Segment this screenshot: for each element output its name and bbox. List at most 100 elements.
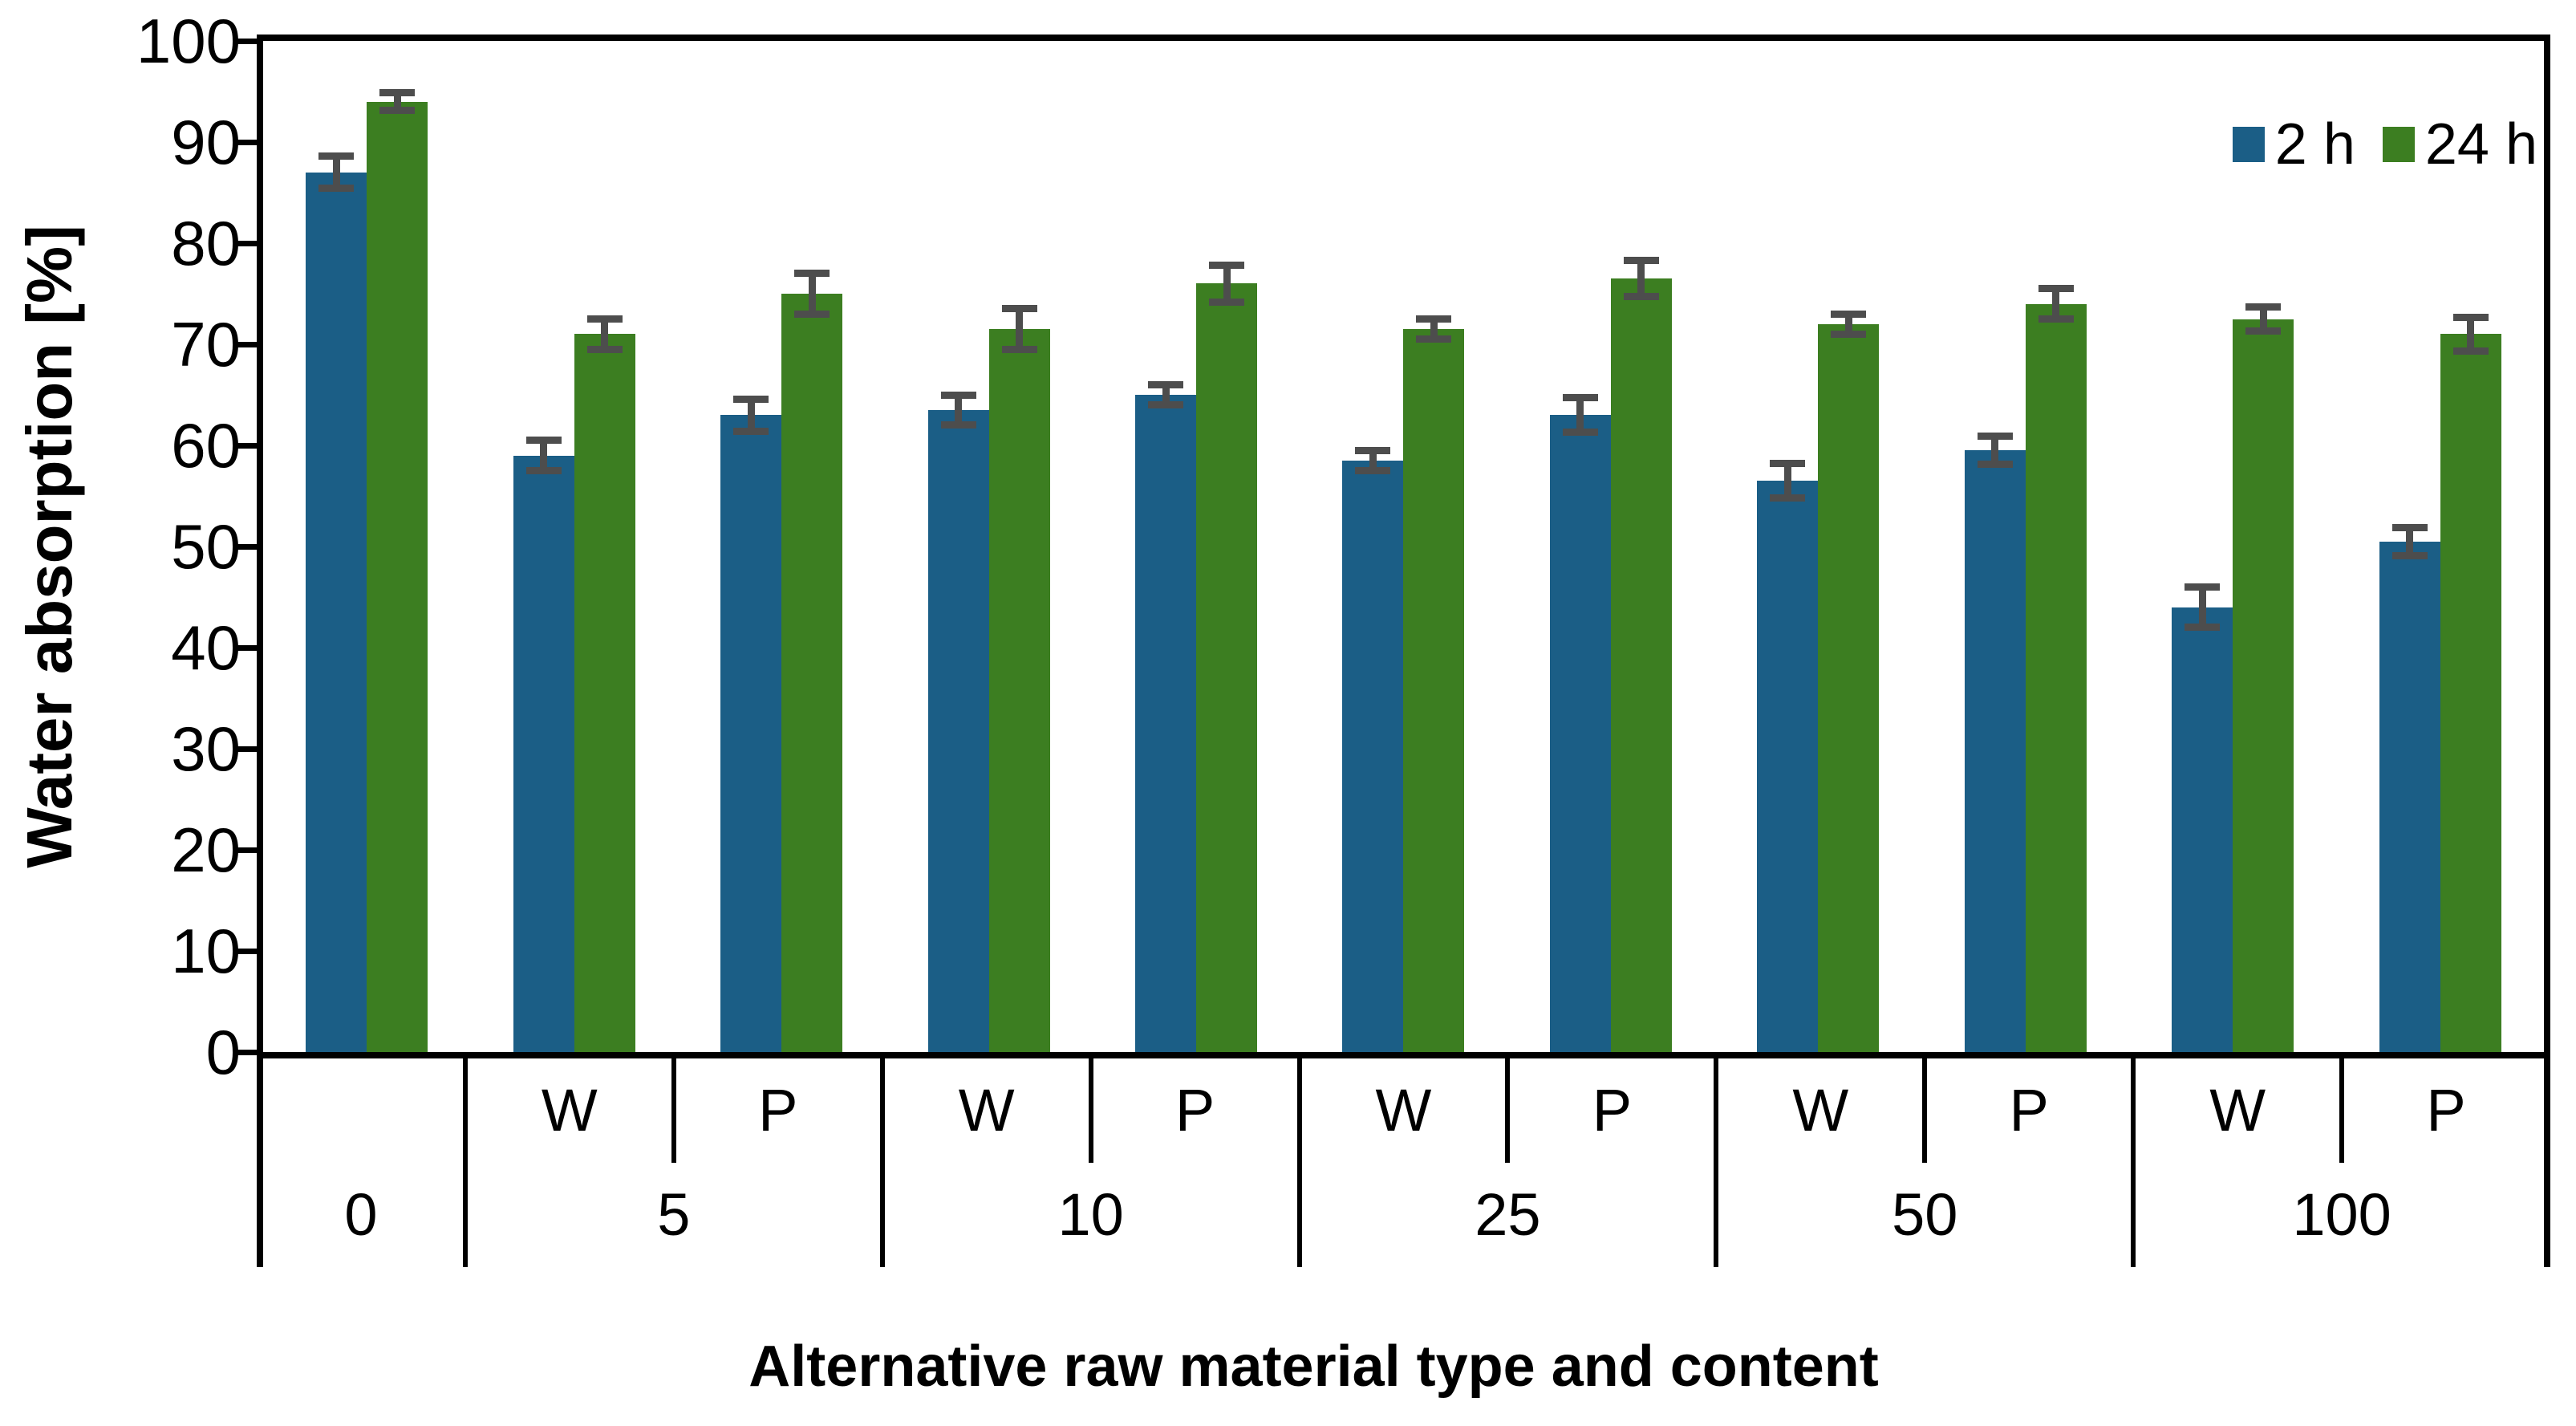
error-bar-cap-top	[379, 88, 416, 96]
error-bar-stem	[2467, 317, 2475, 351]
edge-divider	[2544, 1058, 2550, 1267]
y-tick-mark	[234, 38, 257, 44]
bar-cell	[1714, 41, 1921, 1052]
bar-2h	[1342, 446, 1404, 1052]
y-tick-mark	[234, 442, 257, 449]
bar-cell	[470, 41, 677, 1052]
group-divider	[2131, 1058, 2136, 1267]
error-bar-stem	[332, 156, 340, 189]
error-bar-cap-bottom	[1355, 467, 1391, 474]
sub-label: W	[958, 1077, 1015, 1144]
bar-24h	[781, 270, 843, 1052]
bar-cell	[263, 41, 470, 1052]
error-bar-stem	[1016, 308, 1024, 350]
bar-pair	[306, 41, 428, 1052]
error-bar-cap-bottom	[1831, 330, 1867, 338]
error-bar-stem	[393, 92, 401, 111]
error-bar-cap-bottom	[1148, 401, 1184, 409]
bar-pair	[1549, 41, 1672, 1052]
bar-2h	[2172, 583, 2233, 1052]
legend-2h-label: 2 h	[2274, 112, 2355, 177]
error-bar-cap-top	[733, 395, 769, 403]
error-bar-stem	[1369, 450, 1377, 471]
error-bar-stem	[2259, 307, 2267, 331]
sub-divider	[1505, 1058, 1511, 1163]
error-bar-stem	[808, 273, 816, 315]
y-tick-label: 30	[171, 713, 241, 784]
sub-label: P	[1592, 1077, 1633, 1144]
bar-2h	[513, 437, 574, 1052]
error-bar-stem	[1637, 260, 1645, 297]
group-divider	[879, 1058, 885, 1267]
y-tick-mark	[234, 341, 257, 347]
error-bar-cap-bottom	[2038, 315, 2074, 323]
error-bar-cap-bottom	[525, 467, 562, 474]
y-tick-label: 100	[136, 6, 241, 76]
error-bar-stem	[2406, 527, 2414, 556]
error-bar-cap-bottom	[794, 310, 830, 318]
y-tick-label: 10	[171, 916, 241, 986]
error-bar-cap-top	[1148, 380, 1184, 388]
error-bar-cap-bottom	[379, 107, 416, 115]
error-bar-stem	[1430, 319, 1438, 339]
group-divider	[1296, 1058, 1302, 1267]
sub-label: P	[1174, 1077, 1215, 1144]
error-bar-cap-top	[318, 152, 355, 160]
bar-2h	[306, 152, 367, 1052]
bar-2h	[927, 391, 989, 1052]
legend-24h-swatch	[2382, 127, 2415, 162]
bar-pair	[513, 41, 635, 1052]
group-label: 100	[2292, 1181, 2391, 1248]
y-tick-mark	[234, 746, 257, 752]
bar-pair	[1964, 41, 2087, 1052]
error-bar-cap-top	[1623, 256, 1659, 264]
error-bar-cap-bottom	[1770, 494, 1806, 502]
x-axis-table: 0 5 W P 10 W P 25 W P 50 W P 100 W P	[257, 1058, 2550, 1267]
bar-2h	[1549, 394, 1611, 1052]
error-bar-cap-bottom	[586, 345, 623, 353]
bar-cell	[1300, 41, 1507, 1052]
error-bar-cap-top	[1209, 262, 1245, 270]
error-bar-cap-bottom	[2452, 347, 2489, 355]
sub-label: W	[1375, 1077, 1432, 1144]
error-bar-cap-top	[1001, 305, 1037, 313]
group-label: 5	[657, 1181, 691, 1248]
bar-24h	[2440, 313, 2501, 1052]
y-tick-label: 50	[171, 511, 241, 582]
error-bar-cap-top	[1416, 315, 1452, 323]
error-bar-cap-top	[2185, 583, 2221, 591]
error-bar-cap-top	[2245, 303, 2282, 311]
sub-label: P	[758, 1077, 798, 1144]
legend-24h-label: 24 h	[2424, 112, 2537, 177]
legend-item-24h: 24 h	[2382, 112, 2537, 177]
sub-divider	[1088, 1058, 1093, 1163]
bar-cell	[678, 41, 885, 1052]
bar-cell	[2129, 41, 2336, 1052]
error-bar-cap-top	[1977, 433, 2013, 441]
group-label: 10	[1057, 1181, 1124, 1248]
bar-24h	[1196, 262, 1258, 1052]
bar-2h	[720, 395, 782, 1052]
sub-divider	[671, 1058, 676, 1163]
error-bar-stem	[1162, 384, 1170, 405]
error-bar-stem	[1576, 397, 1584, 433]
bar-2h	[1964, 433, 2026, 1052]
error-bar-cap-top	[586, 315, 623, 323]
sub-label: P	[2426, 1077, 2466, 1144]
error-bar-stem	[2198, 587, 2206, 628]
x-axis-title: Alternative raw material type and conten…	[748, 1335, 1879, 1399]
y-tick-label: 80	[171, 208, 241, 278]
bar-24h	[2025, 285, 2087, 1052]
error-bar-cap-bottom	[1416, 335, 1452, 343]
y-tick-mark	[234, 644, 257, 651]
bar-2h	[1757, 460, 1819, 1052]
bar-cell	[1922, 41, 2129, 1052]
error-bar-cap-bottom	[940, 421, 976, 429]
y-tick-mark	[234, 1049, 257, 1055]
error-bar-cap-top	[2038, 285, 2074, 293]
error-bar-cap-bottom	[1209, 298, 1245, 306]
y-tick-label: 20	[171, 815, 241, 885]
error-bar-cap-top	[1355, 446, 1391, 454]
sub-divider	[2339, 1058, 2345, 1163]
y-tick-mark	[234, 139, 257, 145]
